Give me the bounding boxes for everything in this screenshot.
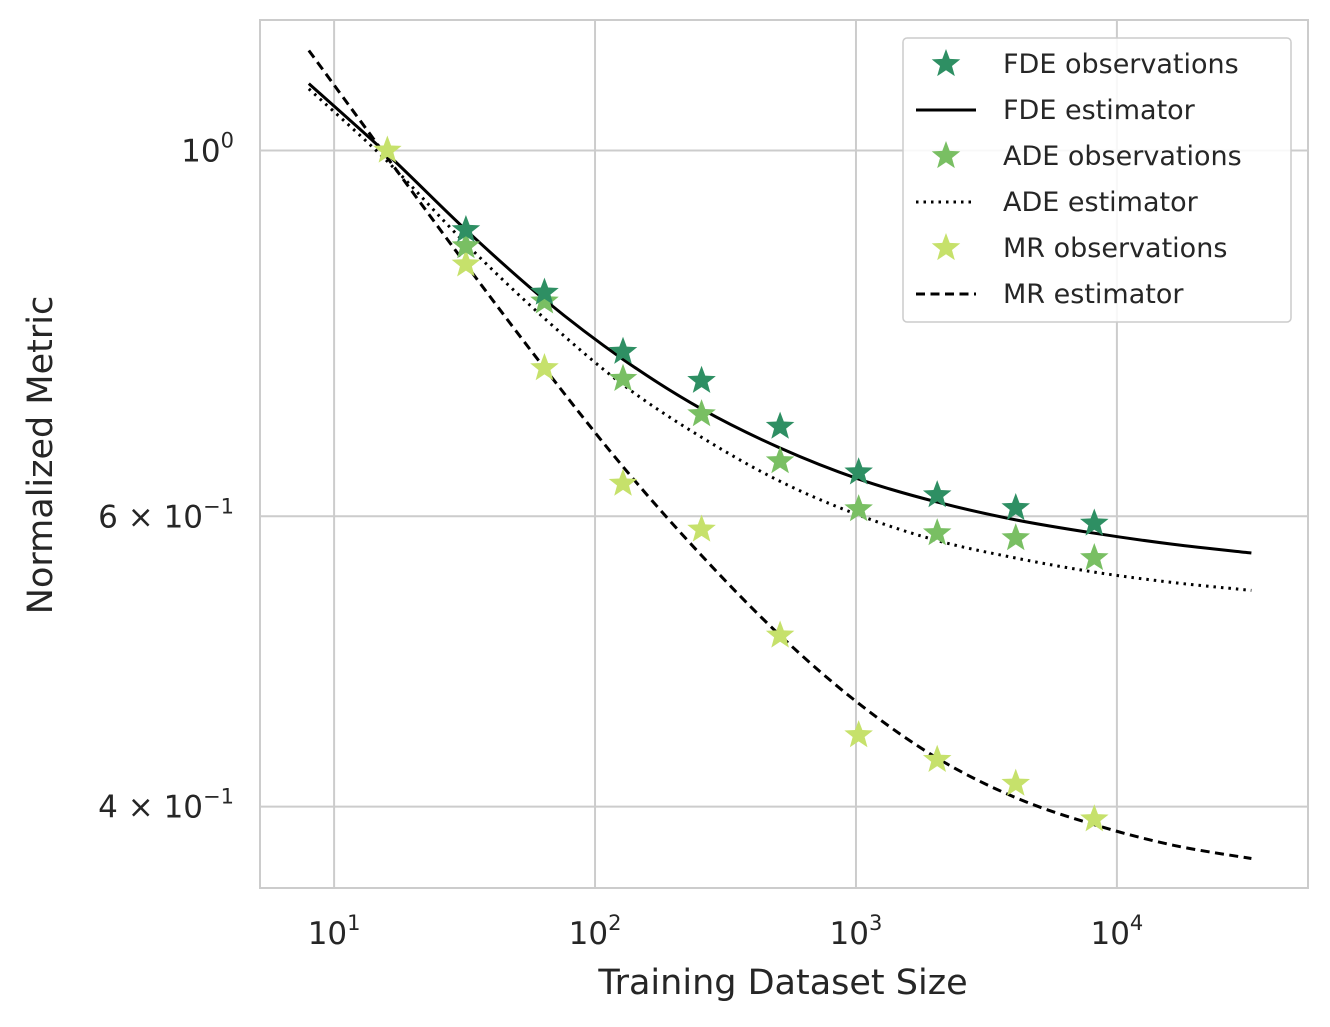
data-point (451, 231, 481, 259)
data-point (608, 468, 638, 496)
y-tick-base: 10 (181, 134, 220, 170)
plot-frame (259, 19, 1309, 889)
y-tick-exponent: −1 (203, 494, 234, 518)
data-point (1001, 768, 1031, 796)
mr-observations (373, 135, 1109, 832)
legend-entry: ADE observations (931, 141, 1242, 172)
data-point (530, 353, 559, 381)
legend-entry: MR observations (931, 233, 1227, 264)
x-tick-label: 104 (1090, 911, 1143, 952)
data-point (922, 480, 952, 508)
legend-label: ADE estimator (1003, 187, 1199, 218)
x-tick-exponent: 1 (347, 911, 360, 935)
data-point (922, 518, 952, 546)
data-point (765, 446, 795, 474)
legend-entry: FDE observations (931, 49, 1239, 80)
data-point (1001, 523, 1031, 551)
data-point (530, 277, 559, 305)
legend-label: FDE estimator (1003, 95, 1196, 126)
data-point (608, 363, 638, 391)
x-tick-label: 103 (830, 911, 883, 952)
data-point (373, 135, 402, 163)
ade-observations (451, 231, 1109, 571)
y-tick-label: 100 (181, 129, 234, 170)
x-tick-exponent: 3 (869, 911, 882, 935)
legend-marker (931, 233, 961, 261)
data-point (1080, 543, 1109, 571)
legend: FDE observations FDE estimator ADE observa… (902, 37, 1292, 323)
data-point (530, 286, 559, 314)
data-point (1080, 508, 1109, 536)
legend-entry: ADE estimator (916, 187, 1199, 218)
legend-entry: MR estimator (916, 279, 1184, 310)
y-tick-exponent: 0 (221, 129, 234, 153)
x-tick-base: 10 (569, 916, 608, 952)
data-point (765, 411, 795, 439)
x-tick-base: 10 (1090, 916, 1129, 952)
legend-label: FDE observations (1003, 49, 1239, 80)
mr-estimator-line (307, 49, 1252, 861)
y-tick-exponent: −1 (203, 785, 234, 809)
data-point (844, 494, 873, 522)
y-tick-label: 4 × 10−1 (98, 785, 234, 826)
legend-label: MR observations (1003, 233, 1227, 264)
legend-label: ADE observations (1003, 141, 1242, 172)
x-tick-base: 10 (308, 916, 347, 952)
x-tick-base: 10 (830, 916, 869, 952)
data-point (844, 720, 873, 748)
series-layer (307, 49, 1252, 861)
data-point (1001, 492, 1031, 521)
data-point (1080, 804, 1109, 832)
data-point (451, 249, 481, 277)
x-tick-label: 101 (308, 911, 361, 952)
data-point (687, 514, 716, 542)
y-axis-title: Normalized Metric (21, 296, 61, 614)
data-point (687, 399, 716, 427)
x-tick-exponent: 4 (1130, 911, 1143, 935)
data-point (922, 744, 952, 772)
legend-marker (931, 49, 961, 77)
legend-label: MR estimator (1003, 279, 1184, 310)
legend-entry: FDE estimator (916, 95, 1196, 126)
x-tick-label: 102 (569, 911, 622, 952)
data-point (765, 620, 795, 648)
legend-frame (902, 37, 1292, 323)
x-axis-title: Training Dataset Size (597, 963, 967, 1003)
legend-marker (931, 141, 961, 169)
fde-observations (451, 214, 1109, 536)
data-point (451, 214, 481, 243)
data-point (687, 365, 716, 393)
y-tick-base: 4 × 10 (98, 790, 203, 826)
x-tick-exponent: 2 (608, 911, 621, 935)
y-tick-base: 6 × 10 (98, 499, 203, 535)
data-point (844, 457, 873, 485)
y-tick-label: 6 × 10−1 (98, 494, 234, 535)
data-point (608, 336, 638, 364)
